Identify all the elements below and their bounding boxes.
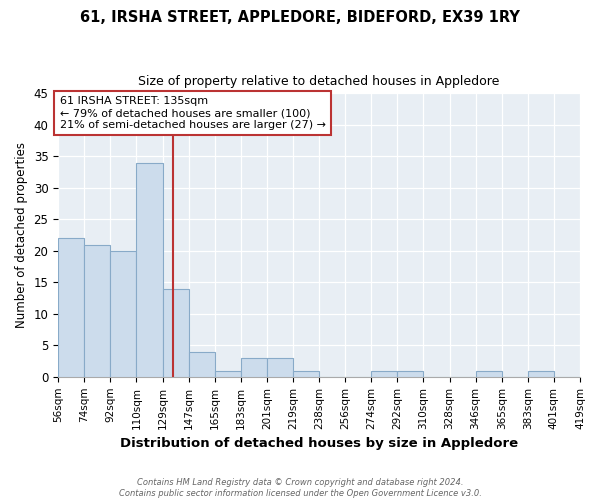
Bar [163,288,188,377]
Bar [371,370,397,377]
Bar [110,251,136,377]
Title: Size of property relative to detached houses in Appledore: Size of property relative to detached ho… [139,75,500,88]
Text: 61 IRSHA STREET: 135sqm
← 79% of detached houses are smaller (100)
21% of semi-d: 61 IRSHA STREET: 135sqm ← 79% of detache… [59,96,326,130]
Bar [215,370,241,377]
Text: Contains HM Land Registry data © Crown copyright and database right 2024.
Contai: Contains HM Land Registry data © Crown c… [119,478,481,498]
Bar [528,370,554,377]
Bar [58,238,84,377]
Bar [476,370,502,377]
Bar [267,358,293,377]
Text: 61, IRSHA STREET, APPLEDORE, BIDEFORD, EX39 1RY: 61, IRSHA STREET, APPLEDORE, BIDEFORD, E… [80,10,520,25]
Bar [84,244,110,377]
Bar [188,352,215,377]
Y-axis label: Number of detached properties: Number of detached properties [15,142,28,328]
Bar [293,370,319,377]
X-axis label: Distribution of detached houses by size in Appledore: Distribution of detached houses by size … [120,437,518,450]
Bar [241,358,267,377]
Bar [136,162,163,377]
Bar [397,370,424,377]
